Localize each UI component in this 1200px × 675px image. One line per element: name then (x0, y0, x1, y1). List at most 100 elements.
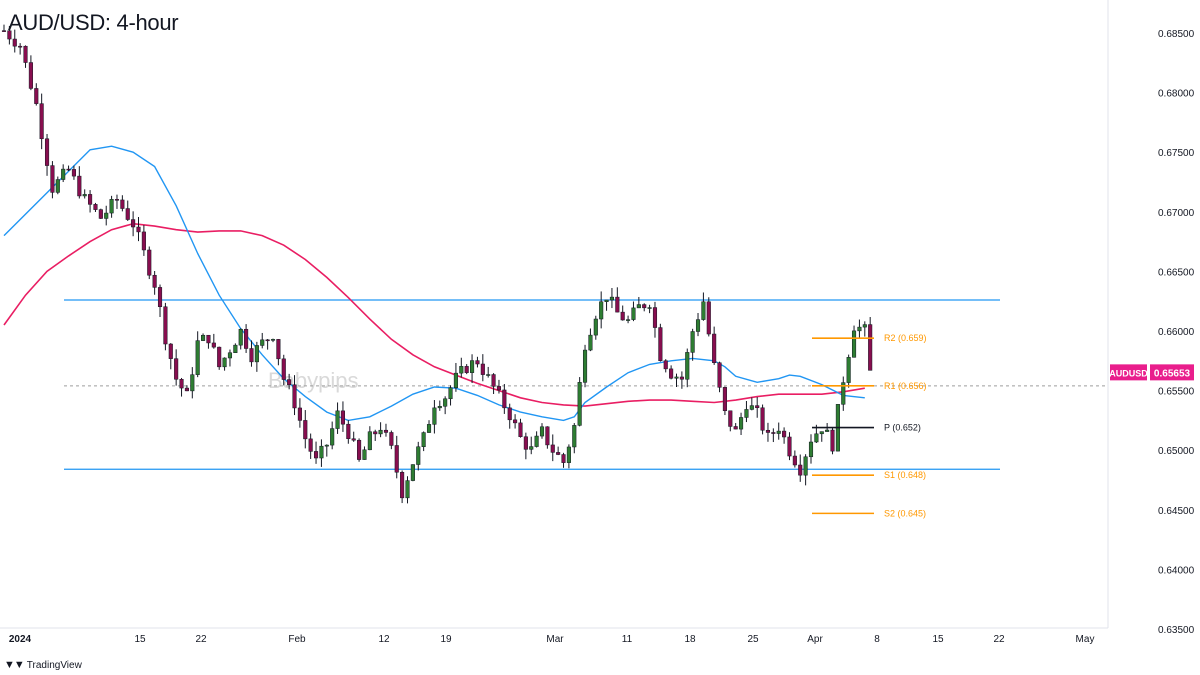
candle-body (346, 423, 351, 439)
candle-body (147, 249, 152, 276)
pivot-label: S2 (0.645) (884, 508, 926, 518)
candle-body (244, 328, 249, 349)
candle-body (254, 345, 259, 363)
candle-body (394, 445, 399, 473)
candle-body (518, 422, 523, 437)
candle-body (459, 366, 464, 374)
x-tick-label: 15 (134, 634, 146, 645)
candle-body (265, 339, 270, 342)
candle-body (491, 374, 496, 387)
candle-body (733, 426, 738, 430)
candle-body (324, 444, 329, 447)
x-tick-label: 8 (874, 634, 880, 645)
candle-body (464, 366, 469, 373)
candle-body (814, 433, 819, 443)
candle-body (771, 432, 776, 434)
candle-body (351, 438, 356, 441)
candle-body (728, 410, 733, 427)
tradingview-attribution[interactable]: ▼▼ TradingView (4, 659, 82, 671)
candle-body (98, 209, 103, 219)
x-tick-label: 22 (195, 634, 207, 645)
candle-body (663, 360, 668, 370)
candle-body (389, 432, 394, 446)
brand-label: TradingView (26, 659, 82, 671)
candle-body (615, 296, 620, 313)
candle-body (233, 344, 238, 353)
moving-average-fast-line (3, 145, 865, 422)
candle-body (502, 389, 507, 409)
candle-body (669, 368, 674, 379)
candle-body (71, 169, 76, 177)
candle-body (260, 339, 265, 346)
candle-body (104, 212, 109, 219)
x-tick-label: 18 (684, 634, 696, 645)
y-tick-label: 0.64000 (1158, 565, 1195, 576)
candle-body (270, 339, 276, 341)
candle-body (550, 444, 555, 453)
candle-body (631, 307, 636, 320)
candle-body (437, 406, 442, 409)
candle-body (534, 435, 539, 447)
candle-body (88, 194, 93, 205)
candle-body (308, 438, 313, 452)
candle-body (588, 334, 593, 351)
candle-body (23, 45, 28, 63)
candle-body (851, 330, 857, 358)
candle-body (378, 429, 383, 435)
candle-body (432, 407, 437, 425)
candle-body (529, 446, 534, 450)
candle-body (303, 420, 308, 440)
candle-body (470, 360, 475, 373)
candle-body (50, 165, 55, 193)
candle-body (157, 287, 163, 307)
candle-body (249, 348, 254, 363)
candle-body (168, 343, 173, 359)
candle-body (297, 407, 302, 421)
candle-body (373, 431, 378, 435)
candle-body (566, 446, 571, 463)
candle-body (184, 387, 189, 392)
candle-body (701, 301, 706, 320)
candle-body (475, 360, 480, 365)
candle-body (61, 168, 66, 180)
candle-body (647, 307, 652, 309)
x-tick-label: 25 (747, 634, 759, 645)
candle-body (652, 307, 658, 328)
candle-body (712, 333, 717, 364)
candle-body (125, 208, 130, 220)
candle-body (582, 349, 588, 383)
candle-body (561, 454, 566, 463)
candle-body (77, 175, 82, 197)
candle-body (556, 452, 561, 455)
candle-body (507, 407, 512, 421)
candle-body (695, 319, 701, 332)
candle-body (18, 45, 23, 48)
candle-body (195, 340, 200, 375)
candle-body (545, 426, 550, 446)
x-tick-label: Apr (807, 634, 823, 645)
candle-body (792, 455, 797, 466)
candle-body (626, 319, 631, 321)
candle-body (862, 324, 867, 328)
candle-body (362, 449, 367, 460)
babypips-watermark: Babypips (268, 368, 359, 393)
candle-body (674, 376, 679, 379)
candle-body (787, 436, 792, 457)
candle-body (486, 374, 491, 376)
x-tick-label: 19 (440, 634, 452, 645)
candle-body (120, 199, 125, 209)
candle-body (755, 405, 760, 409)
candle-body (765, 429, 771, 433)
candle-body (93, 204, 98, 210)
symbol-tag-label: AUDUSD (1109, 368, 1148, 378)
pivot-label: S1 (0.648) (884, 470, 926, 480)
candle-body (819, 431, 824, 435)
candle-body (749, 405, 754, 410)
candle-body (798, 464, 803, 476)
candle-body (152, 274, 157, 288)
candle-body (330, 428, 335, 446)
pivot-label: R2 (0.659) (884, 333, 927, 343)
candle-body (136, 226, 141, 233)
candle-body (717, 362, 722, 388)
